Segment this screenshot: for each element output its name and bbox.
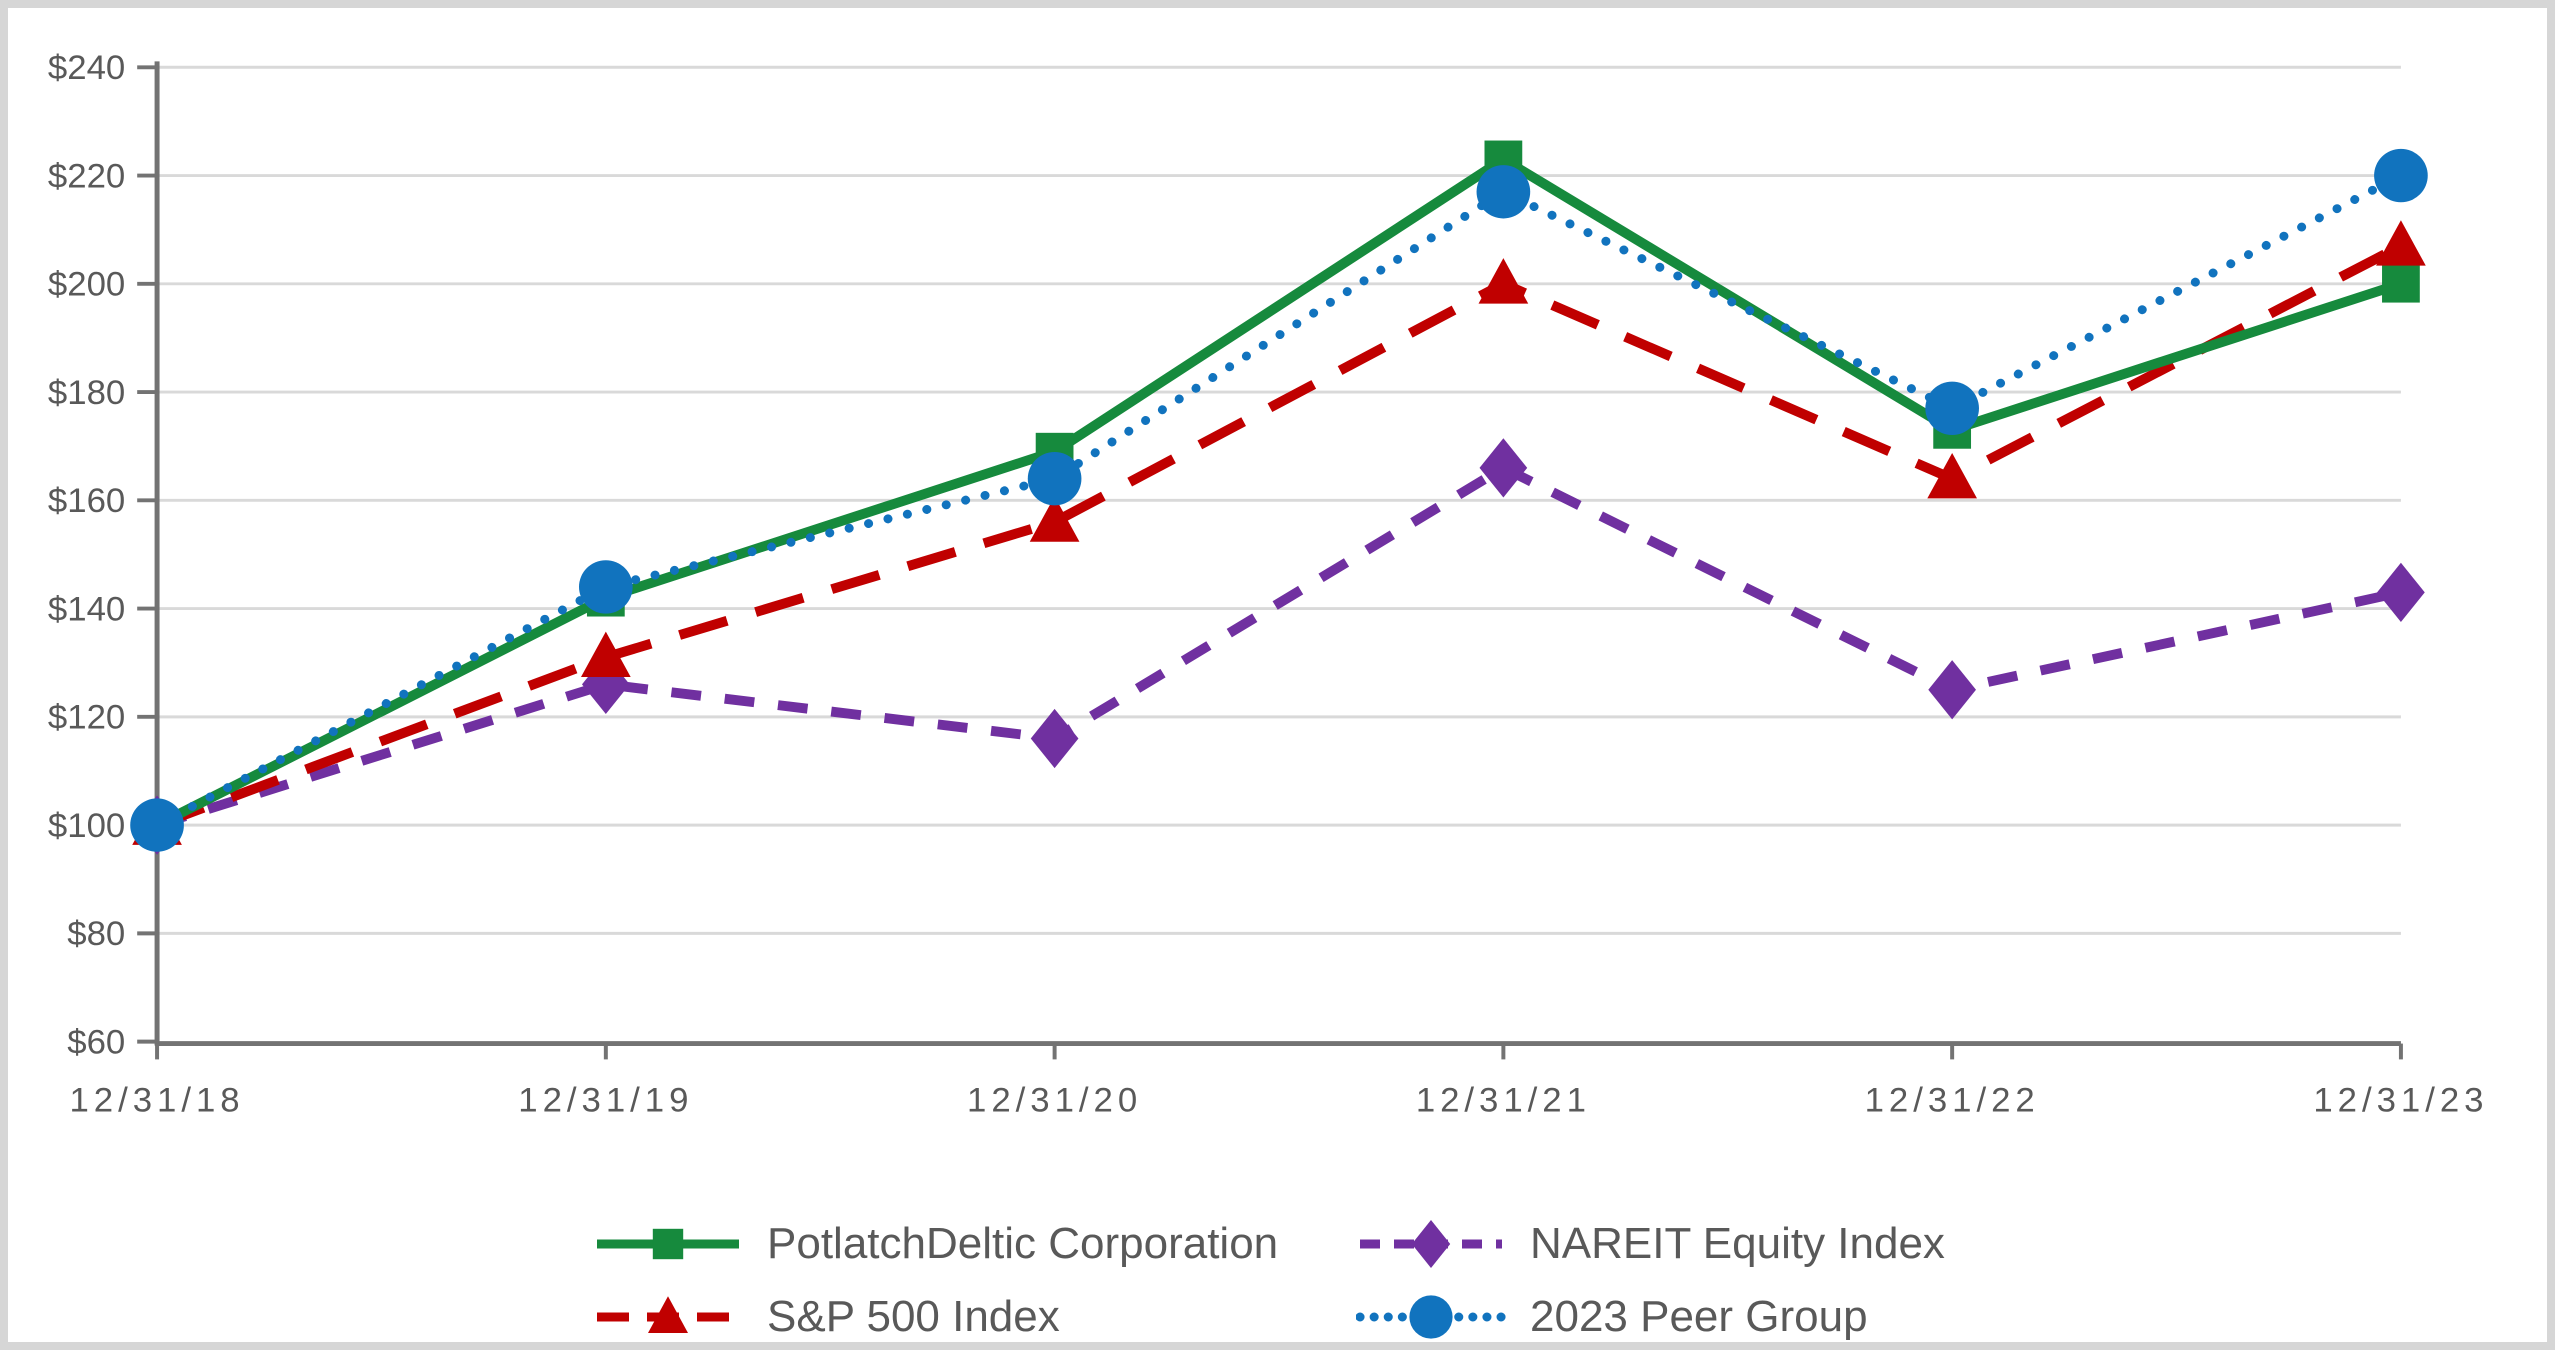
series-markers <box>132 220 2426 845</box>
y-axis-tick-label: $200 <box>48 266 125 304</box>
series-line <box>155 462 2402 830</box>
y-axis-tick-label: $180 <box>48 374 125 412</box>
legend-item-nareit-equity-index: NAREIT Equity Index <box>1356 1212 1945 1276</box>
series-line <box>155 241 2404 830</box>
legend-swatch-red-triangle-dashed-line <box>597 1296 739 1333</box>
triangle-marker <box>1927 452 1977 499</box>
y-axis-tick-label: $160 <box>48 482 125 520</box>
legend-swatch-purple-diamond-dashed-line <box>1360 1220 1502 1268</box>
y-axis-tick-label: $220 <box>48 157 125 195</box>
circle-marker <box>1027 451 1082 506</box>
x-axis-tick-label: 12/31/20 <box>967 1082 1142 1120</box>
series-markers <box>130 148 2428 852</box>
triangle-marker <box>648 1296 688 1333</box>
legend-label: 2023 Peer Group <box>1530 1292 1868 1341</box>
circle-marker <box>1409 1295 1453 1339</box>
legend-item-potlatchdeltic-corporation: PotlatchDeltic Corporation <box>593 1212 1278 1276</box>
legend-swatch-blue-circle-dotted-line <box>1356 1295 1506 1339</box>
x-axis-tick-label: 12/31/18 <box>70 1082 245 1120</box>
y-axis-tick-label: $60 <box>67 1024 125 1062</box>
line-chart-plot-area: $60 $80 $100 $120 $140 $160 $180 $200 $220 $240 12… <box>48 49 2488 1120</box>
circle-marker <box>1476 165 1531 219</box>
legend-swatch-green-square-line <box>597 1228 739 1260</box>
diamond-marker <box>1479 438 1528 498</box>
series-markers <box>138 140 2420 844</box>
diamond-marker <box>1928 660 1976 720</box>
circle-marker <box>1925 381 1979 435</box>
y-axis-tick-label: $80 <box>67 915 125 953</box>
circle-marker <box>579 560 633 614</box>
triangle-marker <box>2376 220 2426 266</box>
x-axis-tick-label: 12/31/21 <box>1416 1082 1591 1120</box>
triangle-marker <box>1029 496 1080 542</box>
diamond-marker <box>1411 1220 1451 1268</box>
y-axis-tick-label: $100 <box>48 807 125 845</box>
circle-marker <box>130 798 184 852</box>
series-line <box>154 154 2403 830</box>
y-axis-tick-label: $240 <box>48 49 125 87</box>
series-line <box>152 171 2406 830</box>
triangle-marker <box>1478 258 1529 304</box>
triangle-marker <box>580 631 631 678</box>
legend-item-sp-500-index: S&P 500 Index <box>593 1285 1060 1342</box>
y-axis-tick-label: $120 <box>48 699 125 737</box>
y-axis-tick-label: $140 <box>48 591 125 629</box>
square-marker <box>652 1228 684 1260</box>
x-axis-tick-label: 12/31/23 <box>2313 1082 2488 1120</box>
square-marker <box>2382 265 2420 303</box>
circle-marker <box>2374 148 2428 203</box>
legend-label: PotlatchDeltic Corporation <box>767 1219 1279 1268</box>
x-axis-tick-label: 12/31/19 <box>518 1082 693 1120</box>
diamond-marker <box>2377 562 2425 622</box>
legend-item-2023-peer-group: 2023 Peer Group <box>1356 1285 1868 1342</box>
legend-label: NAREIT Equity Index <box>1530 1219 1945 1268</box>
legend-label: S&P 500 Index <box>767 1292 1060 1341</box>
x-axis-tick-label: 12/31/22 <box>1865 1082 2040 1120</box>
